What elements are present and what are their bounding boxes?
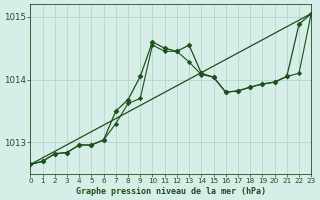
X-axis label: Graphe pression niveau de la mer (hPa): Graphe pression niveau de la mer (hPa) xyxy=(76,187,266,196)
